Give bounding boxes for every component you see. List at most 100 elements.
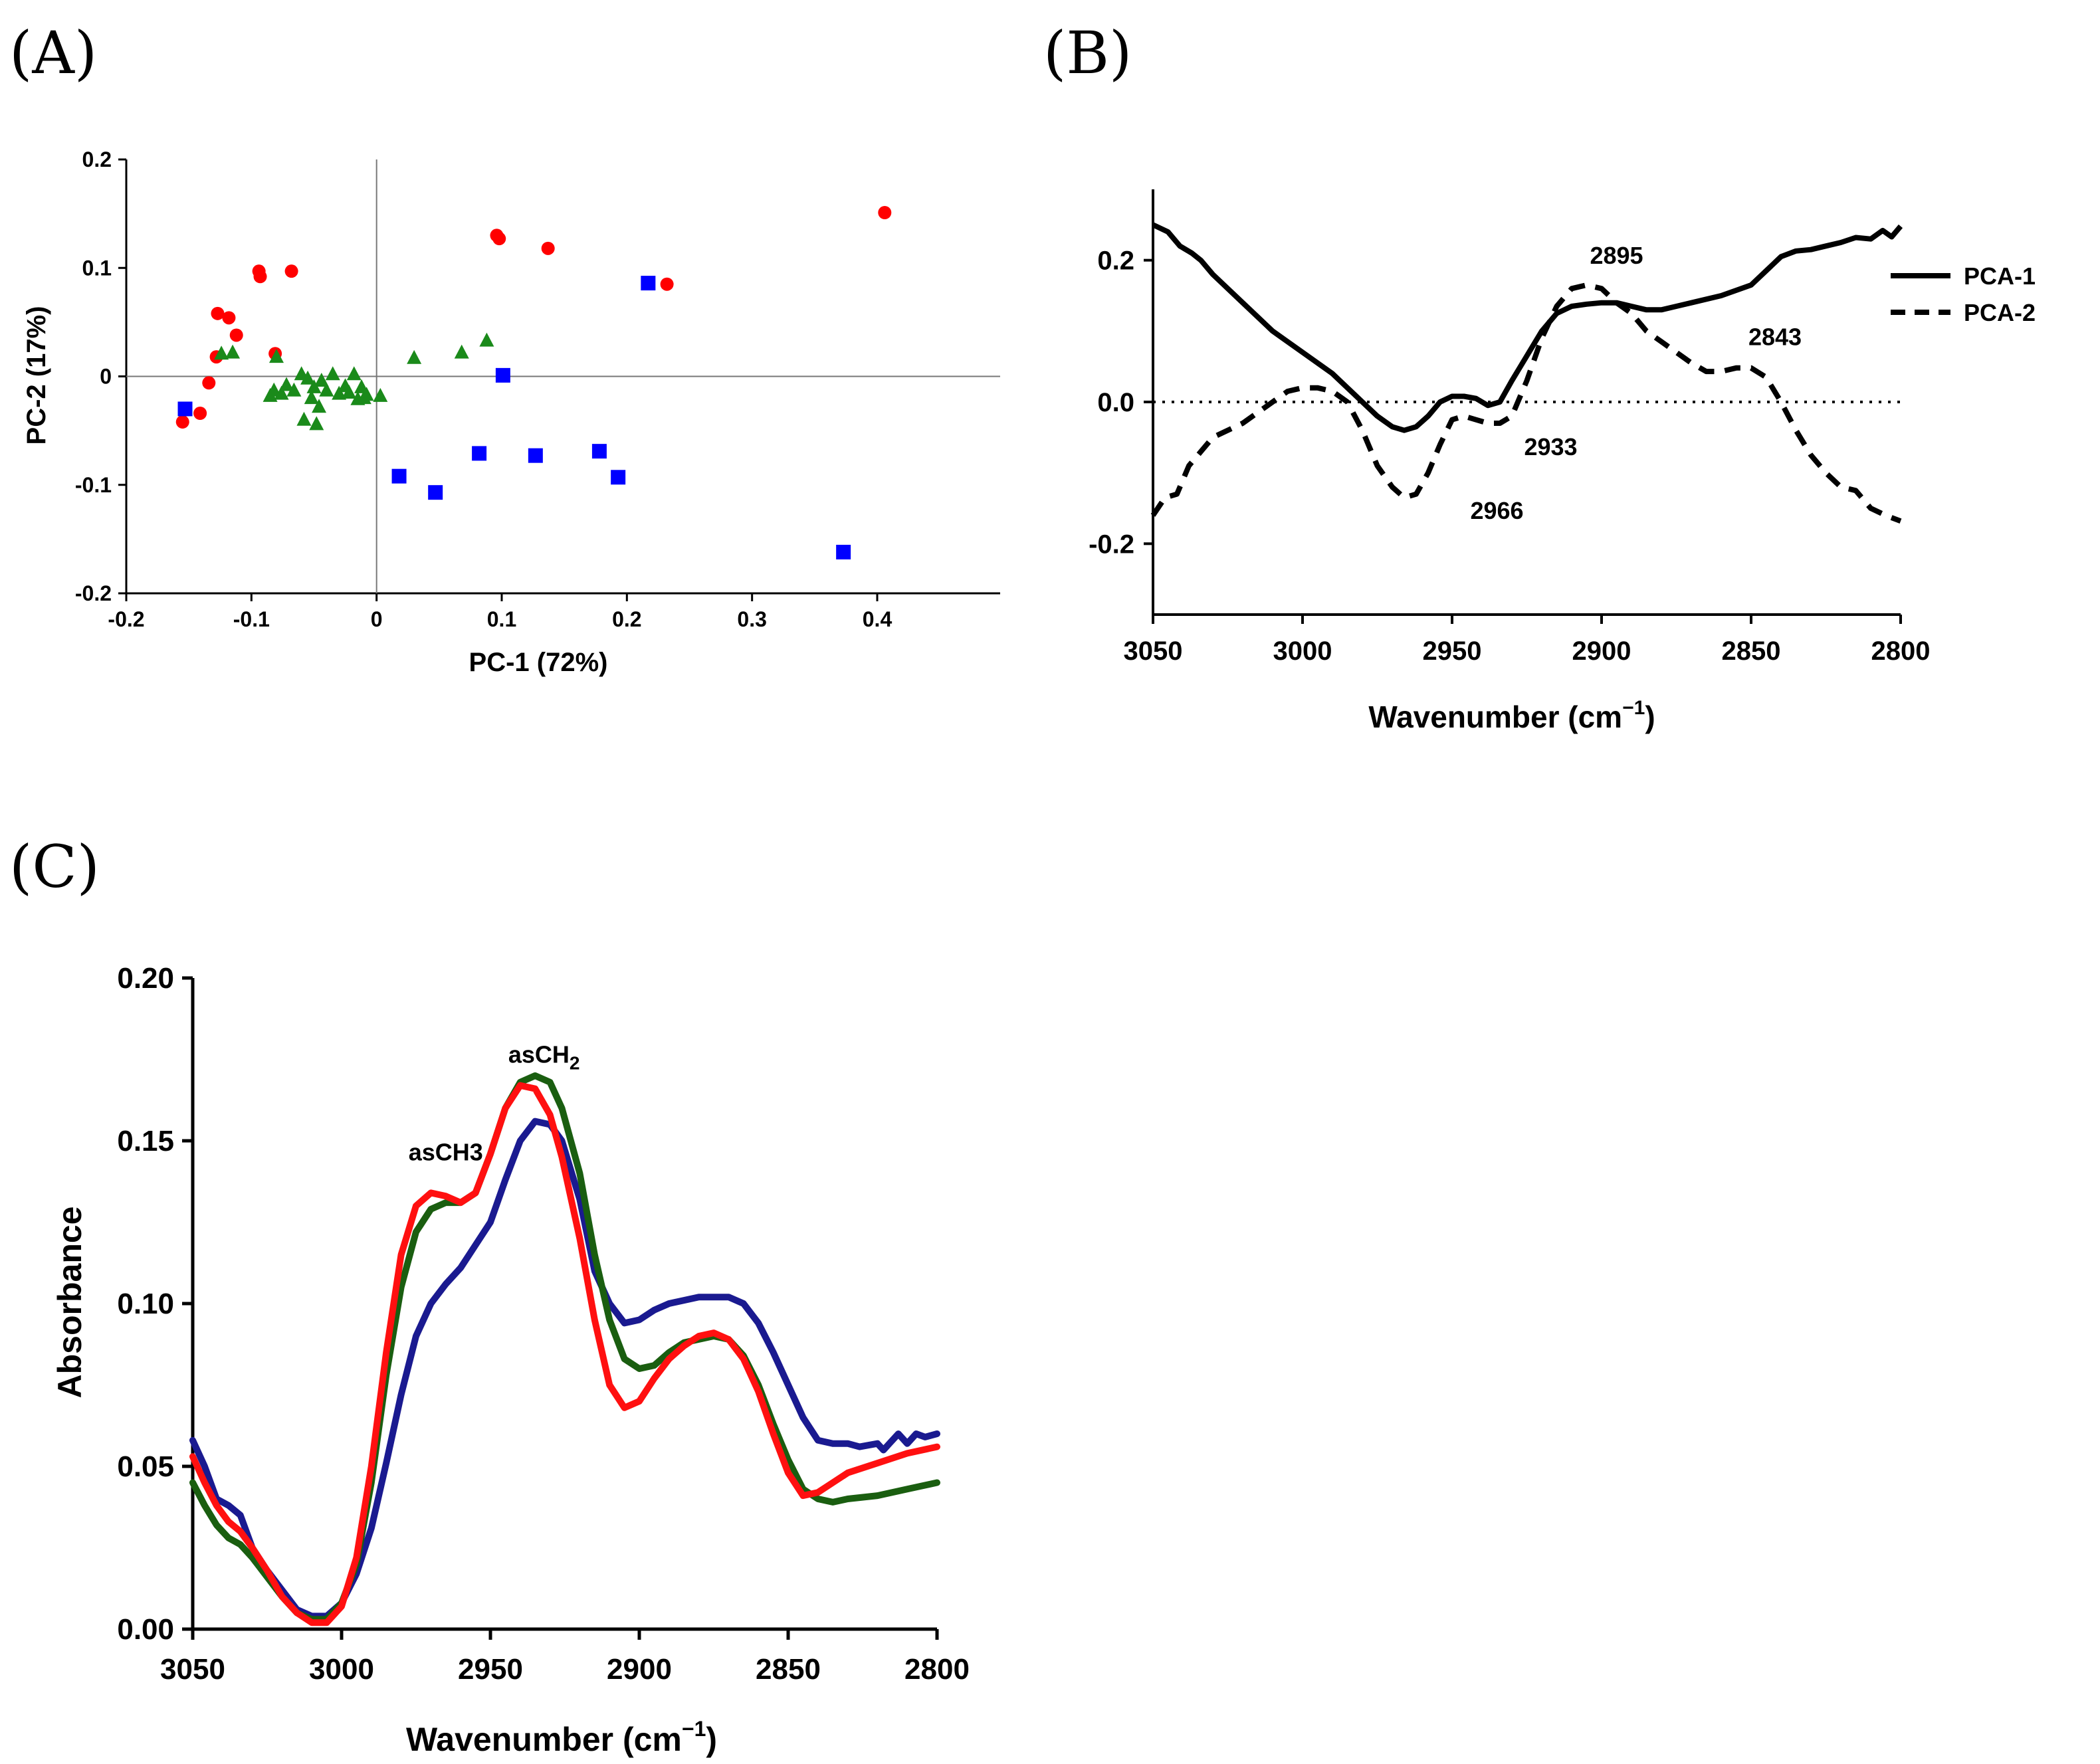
chart-c-xtick-label: 2950 bbox=[458, 1653, 523, 1686]
chart-b-annotation: 2843 bbox=[1748, 324, 1802, 351]
chart-a-point-green bbox=[286, 382, 302, 397]
chart-b-xtick-label: 2800 bbox=[1871, 637, 1931, 666]
chart-a-point-green bbox=[266, 382, 282, 397]
chart-a-point-green bbox=[306, 379, 322, 393]
chart-c-xlabel-end: ) bbox=[706, 1721, 717, 1758]
chart-a-point-red bbox=[222, 311, 236, 325]
chart-a-point-green bbox=[342, 384, 357, 399]
chart-a-ytick-label: -0.2 bbox=[75, 581, 112, 605]
chart-a-point-green bbox=[309, 416, 324, 431]
chart-a-xtick-label: 0.1 bbox=[487, 607, 516, 631]
chart-b-xlabel-end: ) bbox=[1645, 700, 1655, 734]
chart-c-annotation: asCH2 bbox=[508, 1040, 580, 1073]
chart-c-marks bbox=[189, 1072, 940, 1626]
chart-a-point-blue bbox=[428, 485, 443, 500]
chart-a-xtick-label: 0.2 bbox=[612, 607, 641, 631]
chart-a-point-red bbox=[284, 264, 298, 278]
chart-a-point-red bbox=[541, 241, 555, 255]
chart-a-point-green bbox=[373, 387, 388, 402]
chart-a-xtick-label: 0 bbox=[371, 607, 383, 631]
chart-b-annotations: 2966 2933 2895 2843 bbox=[1470, 242, 1802, 524]
chart-a-point-blue bbox=[391, 468, 407, 484]
chart-c-axes: 3050 3000 2950 2900 2850 2800 0.00 0.05 0.10 0.15… bbox=[117, 962, 970, 1686]
chart-b-xtick-label: 3050 bbox=[1124, 637, 1183, 666]
chart-a-point-red bbox=[660, 277, 674, 291]
chart-c-line-red bbox=[189, 1082, 940, 1626]
chart-c-ytick-label: 0.20 bbox=[117, 962, 174, 995]
chart-b-xlabel: Wavenumber (cm−1) bbox=[1368, 697, 1655, 734]
chart-c-ytick-label: 0.15 bbox=[117, 1125, 174, 1157]
chart-a-point-blue bbox=[177, 401, 193, 417]
chart-a-point-red bbox=[878, 205, 892, 219]
chart-a: -0.2 -0.1 0 0.1 0.2 0.3 0.4 -0.2 -0.1 0 0.1 0.2 PC-… bbox=[22, 147, 1000, 677]
chart-b-annotation: 2895 bbox=[1590, 242, 1643, 269]
chart-a-point-green bbox=[274, 385, 289, 400]
chart-b-axes: 3050 3000 2950 2900 2850 2800 -0.2 0.0 0.2 bbox=[1089, 189, 1930, 666]
chart-a-point-green bbox=[312, 399, 327, 413]
chart-c-annotation: asCH3 bbox=[409, 1138, 483, 1165]
chart-a-point-red bbox=[229, 328, 243, 342]
chart-a-point-green bbox=[304, 390, 319, 405]
chart-a-point-red bbox=[253, 270, 267, 284]
chart-b-xlabel-sup: −1 bbox=[1622, 697, 1645, 719]
chart-c-ytick-label: 0.05 bbox=[117, 1450, 174, 1483]
chart-a-axes: -0.2 -0.1 0 0.1 0.2 0.3 0.4 -0.2 -0.1 0 0.1 0.2 bbox=[75, 147, 1000, 631]
chart-a-point-red bbox=[193, 407, 207, 421]
chart-a-point-red bbox=[175, 415, 189, 429]
chart-c-xlabel-sup: −1 bbox=[682, 1717, 706, 1741]
legend-label-pca2: PCA-2 bbox=[1964, 299, 2036, 326]
chart-a-point-green bbox=[225, 344, 241, 359]
chart-c-xlabel-main: Wavenumber (cm bbox=[406, 1721, 682, 1758]
chart-a-point-blue bbox=[591, 444, 607, 459]
chart-a-point-green bbox=[359, 387, 374, 401]
chart-a-point-blue bbox=[528, 448, 543, 463]
chart-b-xtick-label: 2900 bbox=[1572, 637, 1631, 666]
chart-b-line-pca-1 bbox=[1152, 222, 1903, 433]
chart-c-xtick-label: 2800 bbox=[904, 1653, 970, 1686]
chart-a-point-blue bbox=[611, 470, 626, 485]
chart-c-ytick-label: 0.10 bbox=[117, 1288, 174, 1320]
chart-b-ytick-label: -0.2 bbox=[1089, 530, 1134, 559]
chart-b-ytick-label: 0.0 bbox=[1097, 388, 1134, 417]
chart-b-ytick-label: 0.2 bbox=[1097, 246, 1134, 276]
chart-a-ytick-label: -0.1 bbox=[75, 473, 112, 497]
chart-c-xlabel: Wavenumber (cm−1) bbox=[406, 1717, 717, 1758]
chart-a-xtick-label: -0.2 bbox=[108, 607, 144, 631]
panel-label-a: (A) bbox=[9, 19, 97, 87]
chart-b-xtick-label: 2950 bbox=[1423, 637, 1482, 666]
panel-label-b: (B) bbox=[1043, 19, 1132, 87]
chart-a-point-green bbox=[479, 332, 494, 347]
chart-a-xtick-label: -0.1 bbox=[233, 607, 270, 631]
chart-c-annotation-sub: 2 bbox=[570, 1052, 580, 1073]
chart-c-xtick-label: 3050 bbox=[160, 1653, 225, 1686]
chart-b-annotation: 2933 bbox=[1524, 433, 1577, 460]
chart-a-point-red bbox=[492, 232, 506, 246]
chart-a-point-green bbox=[407, 349, 422, 364]
chart-a-point-green bbox=[314, 373, 329, 387]
chart-c-xtick-label: 2900 bbox=[607, 1653, 672, 1686]
chart-c-xtick-label: 3000 bbox=[309, 1653, 374, 1686]
chart-a-xlabel: PC-1 (72%) bbox=[469, 648, 608, 677]
chart-b-line-pca-2 bbox=[1150, 282, 1902, 524]
chart-b-legend: PCA-1 PCA-2 bbox=[1891, 262, 2036, 326]
chart-a-ytick-label: 0.1 bbox=[82, 256, 112, 280]
chart-a-point-green bbox=[214, 345, 229, 360]
chart-a-point-green bbox=[296, 411, 312, 426]
chart-a-point-green bbox=[319, 382, 334, 397]
chart-c-ylabel: Absorbance bbox=[51, 1207, 88, 1399]
chart-b: 3050 3000 2950 2900 2850 2800-0.20.00.2 29662… bbox=[1089, 189, 2036, 734]
chart-c-line-navy bbox=[189, 1118, 940, 1620]
chart-a-point-blue bbox=[472, 446, 487, 461]
chart-b-marks bbox=[1150, 222, 1903, 524]
chart-c-xtick-label: 2850 bbox=[756, 1653, 821, 1686]
chart-a-point-green bbox=[279, 377, 294, 391]
chart-c: 3050 3000 2950 2900 2850 2800 0.00 0.05 0.10 0.15… bbox=[51, 962, 970, 1758]
chart-b-annotation: 2966 bbox=[1470, 497, 1523, 524]
chart-b-xlabel-main: Wavenumber (cm bbox=[1368, 700, 1622, 734]
chart-a-point-blue bbox=[641, 276, 656, 291]
chart-a-point-blue bbox=[495, 367, 510, 383]
panel-label-c: (C) bbox=[9, 833, 100, 901]
chart-a-marks bbox=[175, 205, 892, 559]
chart-a-point-green bbox=[332, 385, 347, 400]
